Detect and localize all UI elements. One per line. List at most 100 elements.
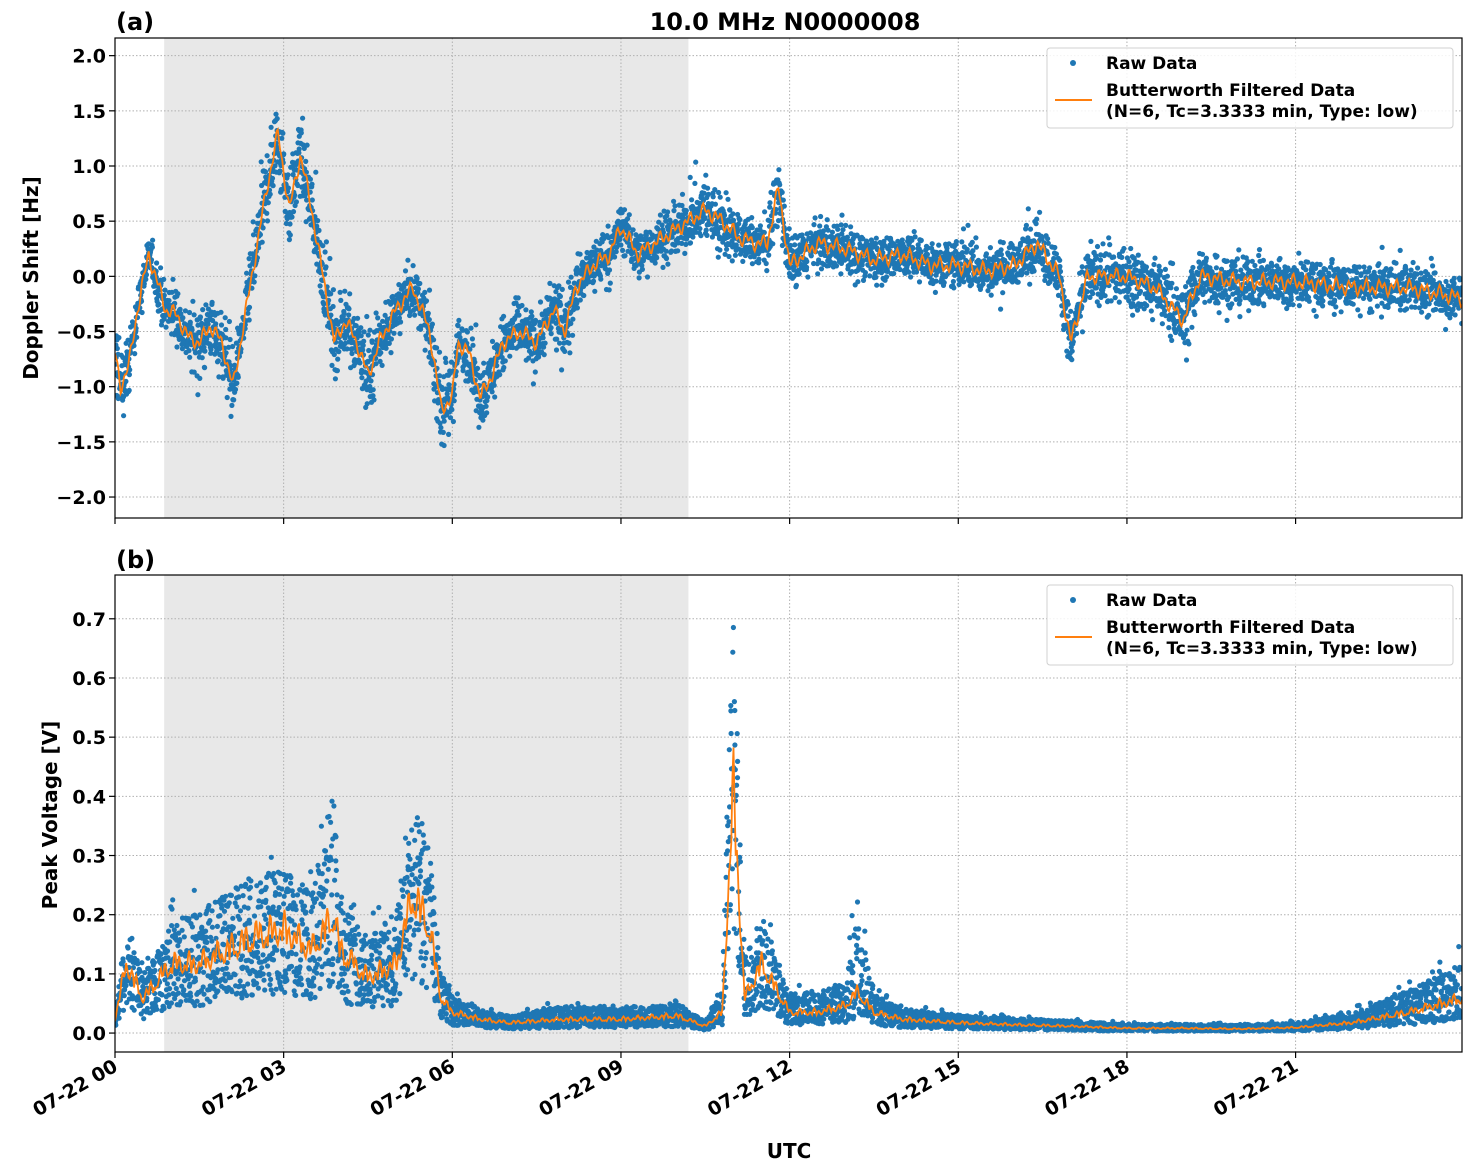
raw-point (247, 256, 252, 261)
raw-point (999, 247, 1004, 252)
raw-point (1311, 308, 1316, 313)
raw-point (704, 228, 709, 233)
raw-point (1144, 303, 1149, 308)
raw-point (804, 259, 809, 264)
raw-point (529, 309, 534, 314)
raw-point (1379, 314, 1384, 319)
raw-point (361, 339, 366, 344)
raw-point (591, 279, 596, 284)
raw-point (1426, 313, 1431, 318)
raw-point (485, 394, 490, 399)
raw-point (1362, 264, 1367, 269)
raw-point (1257, 247, 1262, 252)
raw-point (682, 251, 687, 256)
raw-point (1277, 256, 1282, 261)
raw-point (449, 407, 454, 412)
raw-point (437, 350, 442, 355)
raw-point (704, 233, 709, 238)
raw-point (1163, 267, 1168, 272)
raw-point (570, 317, 575, 322)
raw-point (490, 339, 495, 344)
raw-point (223, 315, 228, 320)
raw-point (484, 404, 489, 409)
raw-point (380, 363, 385, 368)
raw-point (358, 325, 363, 330)
raw-point (1357, 264, 1362, 269)
raw-point (1127, 286, 1132, 291)
raw-point (411, 263, 416, 268)
raw-point (1088, 239, 1093, 244)
raw-point (1169, 338, 1174, 343)
raw-point (1216, 300, 1221, 305)
raw-point (132, 351, 137, 356)
raw-point (961, 279, 966, 284)
raw-point (507, 354, 512, 359)
raw-point (1261, 303, 1266, 308)
raw-point (492, 383, 497, 388)
raw-point (612, 254, 617, 259)
raw-point (1164, 290, 1169, 295)
raw-point (346, 306, 351, 311)
raw-point (368, 378, 373, 383)
raw-point (121, 413, 126, 418)
raw-point (813, 215, 818, 220)
raw-point (1016, 247, 1021, 252)
raw-point (442, 443, 447, 448)
raw-point (711, 194, 716, 199)
raw-point (291, 209, 296, 214)
raw-point (706, 192, 711, 197)
raw-point (423, 348, 428, 353)
raw-point (622, 253, 627, 258)
raw-point (675, 248, 680, 253)
raw-point (417, 281, 422, 286)
raw-point (269, 125, 274, 130)
raw-point (631, 227, 636, 232)
raw-point (735, 228, 740, 233)
raw-point (627, 212, 632, 217)
raw-point (665, 262, 670, 267)
raw-point (724, 247, 729, 252)
raw-point (818, 214, 823, 219)
raw-point (1037, 210, 1042, 215)
raw-point (1367, 297, 1372, 302)
raw-point (1375, 304, 1380, 309)
raw-point (618, 242, 623, 247)
raw-point (388, 350, 393, 355)
raw-point (838, 271, 843, 276)
raw-point (166, 298, 171, 303)
raw-point (529, 314, 534, 319)
raw-point (1103, 293, 1108, 298)
raw-point (1170, 261, 1175, 266)
raw-point (693, 160, 698, 165)
raw-point (227, 319, 232, 324)
raw-point (225, 395, 230, 400)
raw-point (371, 397, 376, 402)
raw-point (607, 267, 612, 272)
raw-point (660, 265, 665, 270)
raw-point (268, 192, 273, 197)
raw-point (1369, 309, 1374, 314)
raw-point (660, 222, 665, 227)
raw-point (999, 252, 1004, 257)
y-tick-label: 1.5 (72, 101, 106, 123)
raw-point (971, 253, 976, 258)
raw-point (581, 293, 586, 298)
raw-point (1107, 242, 1112, 247)
raw-point (1433, 270, 1438, 275)
raw-point (299, 130, 304, 135)
raw-point (558, 294, 563, 299)
raw-point (468, 326, 473, 331)
panel-label-b: (b) (116, 546, 155, 574)
raw-point (143, 277, 148, 282)
raw-point (1041, 259, 1046, 264)
raw-point (1165, 274, 1170, 279)
raw-point (516, 313, 521, 318)
raw-point (1381, 273, 1386, 278)
raw-point (559, 367, 564, 372)
raw-point (1130, 313, 1135, 318)
raw-point (275, 116, 280, 121)
raw-point (879, 270, 884, 275)
y-tick-label: −1.0 (56, 377, 106, 399)
raw-point (335, 357, 340, 362)
